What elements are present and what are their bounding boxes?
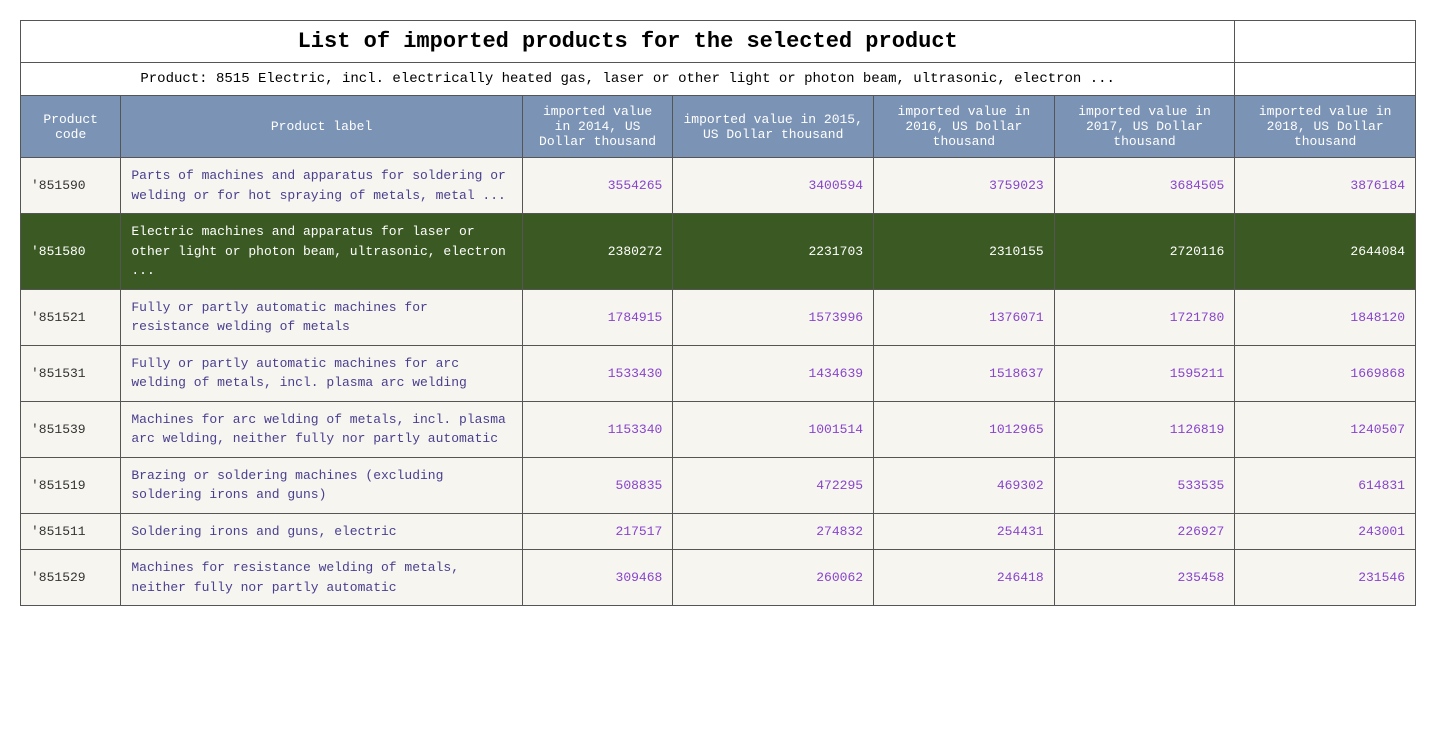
- value-cell: 3400594: [673, 158, 874, 214]
- col-header-2018: imported value in 2018, US Dollar thousa…: [1235, 96, 1416, 158]
- header-row: Product code Product label imported valu…: [21, 96, 1416, 158]
- value-cell: 472295: [673, 457, 874, 513]
- value-cell: 3876184: [1235, 158, 1416, 214]
- value-cell: 226927: [1054, 513, 1235, 550]
- value-cell: 2720116: [1054, 214, 1235, 290]
- table-row: '851521Fully or partly automatic machine…: [21, 289, 1416, 345]
- value-cell: 1721780: [1054, 289, 1235, 345]
- value-cell: 1573996: [673, 289, 874, 345]
- product-code-cell: '851580: [21, 214, 121, 290]
- value-cell: 217517: [522, 513, 673, 550]
- subtitle-row: Product: 8515 Electric, incl. electrical…: [21, 63, 1416, 96]
- value-cell: 231546: [1235, 550, 1416, 606]
- product-label-cell: Fully or partly automatic machines for a…: [121, 345, 522, 401]
- product-code-cell: '851529: [21, 550, 121, 606]
- product-code-cell: '851511: [21, 513, 121, 550]
- product-label-cell: Soldering irons and guns, electric: [121, 513, 522, 550]
- product-label-cell: Brazing or soldering machines (excluding…: [121, 457, 522, 513]
- value-cell: 3554265: [522, 158, 673, 214]
- value-cell: 2231703: [673, 214, 874, 290]
- product-code-cell: '851590: [21, 158, 121, 214]
- product-label-cell: Parts of machines and apparatus for sold…: [121, 158, 522, 214]
- product-code-cell: '851539: [21, 401, 121, 457]
- table-row: '851580Electric machines and apparatus f…: [21, 214, 1416, 290]
- value-cell: 1848120: [1235, 289, 1416, 345]
- table-row: '851529Machines for resistance welding o…: [21, 550, 1416, 606]
- value-cell: 3759023: [874, 158, 1055, 214]
- value-cell: 243001: [1235, 513, 1416, 550]
- col-header-2014: imported value in 2014, US Dollar thousa…: [522, 96, 673, 158]
- table-row: '851519Brazing or soldering machines (ex…: [21, 457, 1416, 513]
- value-cell: 246418: [874, 550, 1055, 606]
- value-cell: 235458: [1054, 550, 1235, 606]
- value-cell: 508835: [522, 457, 673, 513]
- product-label-cell: Electric machines and apparatus for lase…: [121, 214, 522, 290]
- value-cell: 1376071: [874, 289, 1055, 345]
- table-row: '851590Parts of machines and apparatus f…: [21, 158, 1416, 214]
- value-cell: 3684505: [1054, 158, 1235, 214]
- value-cell: 469302: [874, 457, 1055, 513]
- value-cell: 1595211: [1054, 345, 1235, 401]
- value-cell: 1240507: [1235, 401, 1416, 457]
- value-cell: 1669868: [1235, 345, 1416, 401]
- value-cell: 1153340: [522, 401, 673, 457]
- value-cell: 2380272: [522, 214, 673, 290]
- title-empty-cell: [1235, 21, 1416, 63]
- product-label-cell: Fully or partly automatic machines for r…: [121, 289, 522, 345]
- value-cell: 1533430: [522, 345, 673, 401]
- table-row: '851531Fully or partly automatic machine…: [21, 345, 1416, 401]
- value-cell: 533535: [1054, 457, 1235, 513]
- value-cell: 1518637: [874, 345, 1055, 401]
- product-label-cell: Machines for resistance welding of metal…: [121, 550, 522, 606]
- value-cell: 274832: [673, 513, 874, 550]
- table-subtitle: Product: 8515 Electric, incl. electrical…: [21, 63, 1235, 96]
- product-code-cell: '851521: [21, 289, 121, 345]
- title-row: List of imported products for the select…: [21, 21, 1416, 63]
- col-header-2016: imported value in 2016, US Dollar thousa…: [874, 96, 1055, 158]
- table-row: '851511Soldering irons and guns, electri…: [21, 513, 1416, 550]
- table-row: '851539Machines for arc welding of metal…: [21, 401, 1416, 457]
- value-cell: 1012965: [874, 401, 1055, 457]
- value-cell: 1434639: [673, 345, 874, 401]
- col-header-label: Product label: [121, 96, 522, 158]
- product-label-cell: Machines for arc welding of metals, incl…: [121, 401, 522, 457]
- value-cell: 1126819: [1054, 401, 1235, 457]
- value-cell: 614831: [1235, 457, 1416, 513]
- col-header-2015: imported value in 2015, US Dollar thousa…: [673, 96, 874, 158]
- products-table: List of imported products for the select…: [20, 20, 1416, 606]
- value-cell: 309468: [522, 550, 673, 606]
- col-header-code: Product code: [21, 96, 121, 158]
- table-title: List of imported products for the select…: [21, 21, 1235, 63]
- product-code-cell: '851531: [21, 345, 121, 401]
- value-cell: 1001514: [673, 401, 874, 457]
- product-code-cell: '851519: [21, 457, 121, 513]
- subtitle-empty-cell: [1235, 63, 1416, 96]
- value-cell: 1784915: [522, 289, 673, 345]
- value-cell: 2644084: [1235, 214, 1416, 290]
- value-cell: 2310155: [874, 214, 1055, 290]
- value-cell: 260062: [673, 550, 874, 606]
- col-header-2017: imported value in 2017, US Dollar thousa…: [1054, 96, 1235, 158]
- value-cell: 254431: [874, 513, 1055, 550]
